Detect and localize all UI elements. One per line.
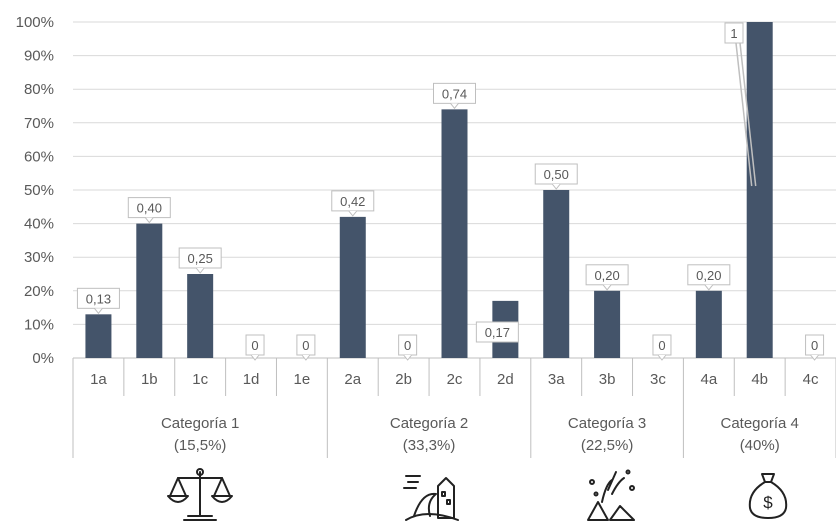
data-label-1a: 0,13 [76, 287, 120, 315]
data-label-text: 0,74 [442, 86, 467, 101]
y-tick-label: 40% [24, 216, 54, 233]
svg-text:$: $ [763, 493, 773, 512]
data-label-text: 0,25 [188, 251, 213, 266]
y-tick-label: 60% [24, 148, 54, 165]
data-label-4c: 0 [805, 334, 825, 361]
category-label: 4b [751, 371, 768, 388]
data-label-text: 0 [811, 338, 818, 353]
data-label-1b: 0,40 [127, 197, 171, 224]
y-tick-label: 50% [24, 182, 54, 199]
data-label-text: 0,42 [340, 194, 365, 209]
group-label-share: (15,5%) [174, 437, 227, 454]
data-label-2c: 0,74 [433, 82, 476, 110]
category-label: 1d [243, 371, 260, 388]
y-tick-label: 30% [24, 249, 54, 266]
data-label-4b: 1 [724, 22, 757, 187]
category-label: 1c [192, 371, 208, 388]
group-label-share: (40%) [740, 437, 780, 454]
data-label-text: 0 [251, 338, 258, 353]
data-label-text: 0 [404, 338, 411, 353]
group-label-share: (22,5%) [581, 437, 634, 454]
data-label-text: 0,20 [696, 268, 721, 283]
y-tick-label: 70% [24, 115, 54, 132]
data-label-2d: 0,17 [475, 321, 519, 343]
data-label-1d: 0 [245, 334, 265, 361]
category-label: 3b [599, 371, 616, 388]
data-label-text: 0,13 [86, 291, 111, 306]
category-label: 4a [700, 371, 717, 388]
data-label-2a: 0,42 [331, 190, 375, 217]
data-labels: 0,13 0,40 0,25 0 0 0,42 0 0,74 0,17 0,50 0,20 0 0,20… [76, 22, 825, 361]
data-label-text: 0,20 [594, 268, 619, 283]
bar-3b [594, 290, 621, 358]
category-label: 1e [294, 371, 311, 388]
category-label: 2c [447, 371, 463, 388]
data-label-1c: 0,25 [178, 247, 222, 274]
y-tick-label: 10% [24, 316, 54, 333]
data-label-1e: 0 [296, 334, 316, 361]
data-label-3c: 0 [652, 334, 672, 361]
data-label-text: 0,50 [544, 167, 569, 182]
y-tick-label: 90% [24, 48, 54, 65]
data-label-3b: 0,20 [585, 264, 629, 291]
group-label-name: Categoría 2 [390, 415, 468, 432]
data-label-4a: 0,20 [687, 264, 731, 291]
bar-3a [543, 190, 570, 358]
y-tick-label: 80% [24, 81, 54, 98]
flood-disaster-icon [403, 475, 459, 521]
money-bag-icon: $ [748, 473, 788, 519]
group-label-name: Categoría 3 [568, 415, 646, 432]
data-label-text: 0,17 [485, 325, 510, 340]
category-label: 3a [548, 371, 565, 388]
category-label: 2a [344, 371, 361, 388]
data-label-text: 0,40 [137, 201, 162, 216]
bar-1b [136, 223, 163, 358]
bars [85, 22, 773, 358]
bar-4b [746, 22, 773, 358]
category-label: 3c [650, 371, 666, 388]
x-axis-category-labels: 1a 1b 1c 1d 1e 2a 2b 2c 2d 3a 3b 3c 4a 4b 4c [90, 371, 819, 388]
y-tick-label: 0% [32, 350, 54, 367]
scales-icon [167, 468, 233, 521]
y-axis-tick-labels: 0% 10% 20% 30% 40% 50% 60% 70% 80% 90% 100% [16, 14, 54, 367]
y-tick-label: 100% [16, 14, 54, 31]
category-label: 4c [803, 371, 819, 388]
data-label-3a: 0,50 [534, 163, 578, 190]
bar-1c [187, 274, 214, 358]
rubble-debris-icon [587, 469, 635, 521]
bar-4a [695, 290, 722, 358]
data-label-text: 0 [658, 338, 665, 353]
category-label: 1a [90, 371, 107, 388]
group-label-name: Categoría 4 [721, 415, 799, 432]
category-label: 2b [395, 371, 412, 388]
category-label: 2d [497, 371, 514, 388]
y-tick-label: 20% [24, 283, 54, 300]
bar-2a [339, 216, 366, 358]
bar-2c [441, 109, 468, 358]
group-label-share: (33,3%) [403, 437, 456, 454]
bar-1a [85, 314, 112, 358]
group-label-name: Categoría 1 [161, 415, 239, 432]
x-axis-group-labels: Categoría 1 (15,5%) Categoría 2 (33,3%) Cate… [161, 415, 799, 454]
data-label-2b: 0 [398, 334, 418, 361]
category-label: 1b [141, 371, 158, 388]
data-label-text: 1 [730, 26, 737, 41]
data-label-text: 0 [302, 338, 309, 353]
